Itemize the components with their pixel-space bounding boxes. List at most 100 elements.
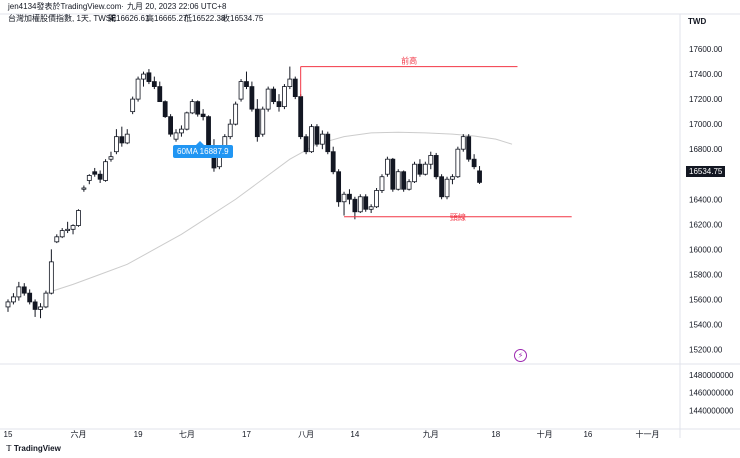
candle-body [195,101,201,115]
low-label: 低 [184,14,192,23]
candle-body [130,98,136,113]
candle-body [455,148,461,178]
candle-body [146,72,152,82]
candle-body [303,136,309,153]
candle-body [444,178,450,198]
time-tick-label: 16 [583,430,592,439]
candle-body [325,133,331,153]
candle-body [135,78,141,100]
price-tick-label: 15200.00 [689,345,723,354]
time-tick-label: 19 [134,430,143,439]
time-tick-label: 18 [491,430,500,439]
candle-body [336,171,342,203]
volume-tick-label: 1460000000 [689,389,734,398]
price-tick-label: 15800.00 [689,270,723,279]
price-tick-label: 15400.00 [689,320,723,329]
ohlc-line: 台灣加權股價指數, 1天, TWSE 開 16626.61 高 16665.27… [0,12,740,26]
candle-body [352,198,358,213]
time-tick-label: 七月 [179,430,195,439]
candle-body [357,196,363,213]
lightning-icon[interactable]: ⚡ [514,349,527,362]
candle-body [395,171,401,190]
candle-body [92,171,98,175]
candle-body [11,296,16,303]
candle-body [379,176,385,191]
candle-body [114,136,119,153]
price-tick-label: 17000.00 [689,120,723,129]
candle-body [374,190,379,208]
candle-body [151,81,157,87]
currency-badge[interactable]: TWD [688,17,707,26]
candle-body [27,292,33,303]
candle-body [271,88,276,103]
high-value: 16665.27 [154,14,188,23]
candle-body [460,136,466,150]
candle-body [368,206,374,210]
candle-body [70,225,76,230]
time-tick-label: 六月 [70,429,86,439]
candle-body [108,156,114,160]
ma-tag[interactable]: 60MA 16887.9 [173,141,233,158]
candle-body [184,112,190,130]
candle-body [97,173,103,180]
candle-body [471,158,477,168]
candle-body [341,193,347,203]
candle-body [162,101,168,118]
candle-body [384,158,390,175]
sep-dot: · [121,2,124,11]
candle-body [189,101,195,114]
candle-body [65,228,71,231]
candle-body [238,81,244,100]
candle-body [86,175,92,181]
tradingview-logo: 𝕋 TradingView [6,444,61,453]
open-value: 16626.61 [116,14,150,23]
annotation-label: 頸線 [450,212,466,222]
tv-logo-mark: 𝕋 [6,444,12,453]
candle-body [363,196,369,210]
annotation-label: 前高 [401,56,417,66]
candle-body [298,96,304,138]
candle-body [406,181,412,190]
time-tick-label: 十一月 [636,429,660,439]
candle-body [124,133,130,144]
price-tick-label: 17400.00 [689,70,723,79]
candle-body [330,151,336,173]
open-label: 開 [108,14,116,23]
candle-body [233,103,239,125]
candle-body [428,155,434,165]
date-text: 九月 20, 2023 22:06 UTC+8 [127,2,227,11]
candle-body [401,171,407,190]
logo-text: TradingView [13,444,61,453]
candle-body [38,306,43,310]
candle-body [5,301,11,308]
last-price-badge: 16534.75 [686,166,726,177]
candle-body [466,136,472,160]
high-label: 高 [146,14,154,23]
candle-body [282,86,287,108]
chart-header: jen4134發表於TradingView.com · 九月 20, 2023 … [0,0,740,14]
time-tick-label: 十月 [537,429,553,439]
price-tick-label: 16000.00 [689,245,723,254]
candle-body [254,108,260,138]
candle-body [103,161,108,181]
candle-body [59,230,65,238]
candle-body [227,123,233,138]
candle-body [249,86,255,110]
time-tick-label: 九月 [423,430,439,439]
time-tick-label: 八月 [298,430,314,439]
candle-body [477,170,482,183]
candle-body [16,286,22,298]
candle-body [119,136,125,144]
price-tick-label: 17200.00 [689,95,723,104]
candle-body [81,187,87,190]
time-tick-label: 17 [242,430,251,439]
candle-body [390,158,396,190]
candle-body [309,126,314,153]
candle-body [265,88,271,110]
author-text: jen4134發表於TradingView.com [8,2,122,11]
price-tick-label: 15600.00 [689,295,723,304]
candle-body [260,108,266,135]
candle-body [179,128,184,134]
candle-body [244,81,249,87]
